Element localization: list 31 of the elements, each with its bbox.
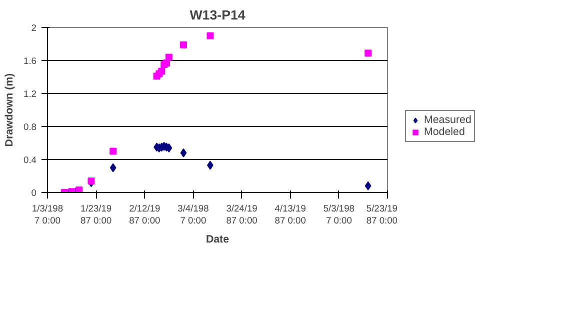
point xyxy=(158,68,166,75)
y-tick-label: 0 xyxy=(31,188,37,198)
point xyxy=(364,50,372,57)
x-tick-label: 3/24/1987 0:00 xyxy=(226,204,258,226)
x-tick-label: 5/23/1987 0:00 xyxy=(366,204,398,226)
y-axis-title: Drawdown (m) xyxy=(4,72,16,147)
legend-label: Modeled xyxy=(424,126,465,138)
y-tick-label: 1.2 xyxy=(24,89,36,99)
y-tick-label: 0.4 xyxy=(24,155,36,165)
x-tick-label: 5/3/1987 0:00 xyxy=(323,204,354,226)
point xyxy=(110,148,117,155)
x-tick-label: 1/3/1987 0:00 xyxy=(32,204,64,226)
legend-label: Measured xyxy=(424,114,472,126)
point xyxy=(180,148,187,158)
point xyxy=(110,163,116,172)
x-tick-label: 3/4/1987 0:00 xyxy=(178,204,209,226)
chart-title: W13-P14 xyxy=(190,8,246,22)
x-tick-label: 2/12/1987 0:00 xyxy=(129,204,160,226)
x-tick-label: 4/13/1987 0:00 xyxy=(274,204,306,226)
point xyxy=(165,54,172,61)
y-tick-label: 2 xyxy=(31,23,37,33)
y-tick-label: 0.8 xyxy=(24,122,36,132)
x-axis-title: Date xyxy=(206,234,230,246)
point xyxy=(88,177,95,184)
point xyxy=(206,32,214,40)
x-tick-label: 1/23/1987 0:00 xyxy=(80,204,112,226)
y-tick-label: 1.6 xyxy=(24,56,36,66)
point xyxy=(76,186,83,192)
point xyxy=(364,181,372,190)
point xyxy=(180,41,187,48)
point xyxy=(163,59,170,66)
